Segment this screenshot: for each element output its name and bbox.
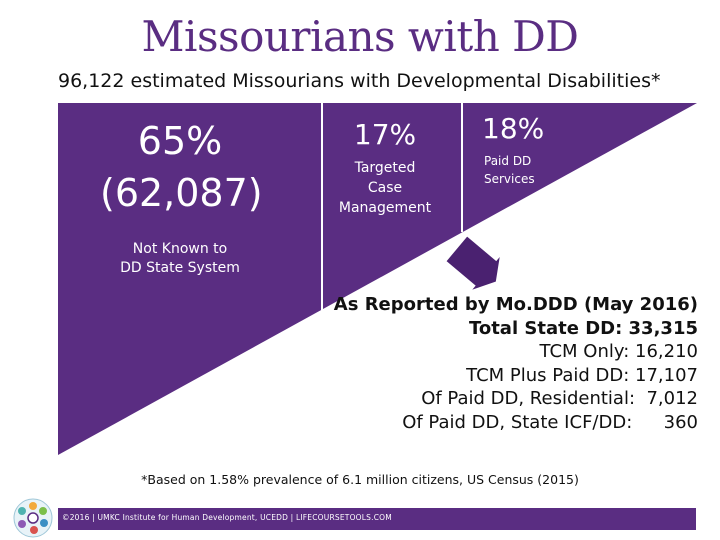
report-block: As Reported by Mo.DDD (May 2016) Total S… bbox=[334, 293, 698, 434]
segment-unknown-count: (62,087) bbox=[100, 171, 263, 215]
segment-tcm-label-line3: Management bbox=[338, 200, 432, 216]
segment-paid-label: Paid DD Services bbox=[470, 152, 574, 188]
footer-bar: ©2016 | UMKC Institute for Human Develop… bbox=[58, 508, 696, 530]
page-title: Missourians with DD bbox=[141, 12, 579, 61]
report-total: Total State DD: 33,315 bbox=[468, 317, 698, 339]
report-icf: Of Paid DD, State ICF/DD: 360 bbox=[334, 411, 698, 435]
report-icf-label: Of Paid DD, State ICF/DD: bbox=[402, 411, 633, 433]
segment-unknown-pct: 65% bbox=[137, 119, 223, 163]
logo-icon bbox=[13, 498, 53, 538]
footnote: *Based on 1.58% prevalence of 6.1 millio… bbox=[141, 472, 579, 487]
segment-unknown: 65% (62,087) bbox=[100, 115, 263, 219]
report-tcm-plus: TCM Plus Paid DD: 17,107 bbox=[466, 364, 698, 386]
segment-paid-label-line1: Paid DD bbox=[484, 154, 532, 168]
segment-paid-pct: 18% bbox=[482, 112, 545, 145]
segment-unknown-label-line2: DD State System bbox=[120, 260, 240, 276]
segment-tcm-label-line1: Targeted bbox=[354, 160, 416, 176]
report-tcm-only: TCM Only: 16,210 bbox=[539, 341, 698, 362]
segment-tcm-label: Targeted Case Management bbox=[325, 158, 445, 218]
report-heading: As Reported by Mo.DDD (May 2016) bbox=[333, 294, 698, 315]
down-arrow-icon bbox=[443, 233, 503, 294]
funnel-triangle bbox=[58, 103, 697, 455]
page-subtitle: 96,122 estimated Missourians with Develo… bbox=[58, 70, 661, 92]
segment-unknown-label: Not Known to DD State System bbox=[110, 240, 250, 278]
segment-unknown-label-line1: Not Known to bbox=[132, 241, 228, 257]
segment-tcm-label-line2: Case bbox=[367, 180, 403, 196]
segment-paid-label-line2: Services bbox=[484, 172, 535, 186]
report-residential: Of Paid DD, Residential: 7,012 bbox=[421, 388, 698, 409]
segment-tcm-pct: 17% bbox=[353, 118, 417, 151]
footer-bar-text: ©2016 | UMKC Institute for Human Develop… bbox=[62, 513, 392, 522]
report-icf-value: 360 bbox=[663, 411, 698, 433]
